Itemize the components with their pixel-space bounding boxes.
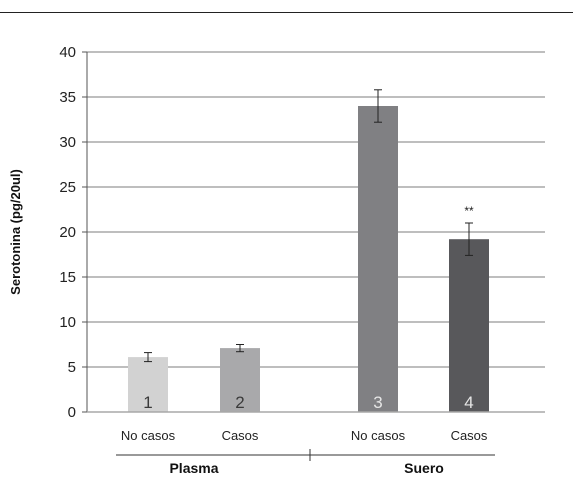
- x-category-label: No casos: [351, 428, 406, 443]
- y-tick-label: 25: [59, 179, 76, 196]
- y-tick-label: 35: [59, 89, 76, 106]
- x-category-label: No casos: [121, 428, 176, 443]
- bar-number: 3: [373, 393, 382, 412]
- y-axis-label: Serotonina (pg/20ul): [8, 169, 23, 295]
- labels: 0 5 10 15 20 25 30 35 40 1 No casos 2 Casos 3 No casos…: [59, 44, 488, 476]
- y-tick-label: 40: [59, 44, 76, 61]
- top-rule: [0, 12, 573, 13]
- bar-number: 2: [235, 393, 244, 412]
- y-tick-label: 30: [59, 134, 76, 151]
- bar: [220, 348, 260, 412]
- y-tick-label: 20: [59, 224, 76, 241]
- significance-annotation: **: [464, 204, 474, 218]
- bars: [128, 89, 489, 412]
- y-tick-label: 0: [68, 404, 76, 421]
- y-tick-label: 10: [59, 314, 76, 331]
- x-category-label: Casos: [222, 428, 259, 443]
- bar: [358, 106, 398, 412]
- x-group-label: Suero: [404, 460, 444, 476]
- bar-number: 1: [143, 393, 152, 412]
- y-tick-label: 5: [68, 359, 76, 376]
- bar-number: 4: [464, 393, 473, 412]
- bar: [128, 357, 168, 412]
- x-category-label: Casos: [451, 428, 488, 443]
- y-tick-label: 15: [59, 269, 76, 286]
- x-group-label: Plasma: [169, 460, 218, 476]
- axes: [82, 51, 545, 461]
- bar: [449, 239, 489, 412]
